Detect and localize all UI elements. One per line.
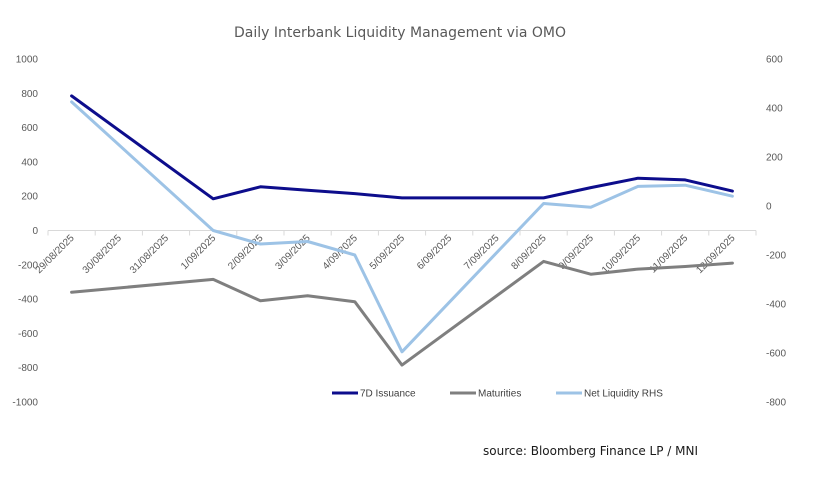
- y-tick-label-left: 1000: [16, 55, 39, 66]
- source-note: source: Bloomberg Finance LP / MNI: [483, 444, 698, 458]
- y-axis-right: 600 400 200 0 -200 -400 -600 -800: [766, 55, 786, 409]
- x-tick-label: 12/09/2025: [694, 233, 737, 276]
- y-tick-label-right: 600: [766, 55, 783, 66]
- x-tick-label: 1/09/2025: [179, 233, 219, 273]
- y-tick-label-right: -200: [766, 251, 786, 262]
- y-tick-label-left: -800: [18, 363, 38, 374]
- y-tick-label-right: -800: [766, 398, 786, 409]
- legend-label: Maturities: [478, 389, 521, 400]
- y-tick-label-left: 400: [21, 157, 38, 168]
- y-tick-label-right: -600: [766, 349, 786, 360]
- y-tick-label-left: -400: [18, 295, 38, 306]
- y-tick-label-left: -1000: [12, 398, 38, 409]
- y-tick-label-left: 800: [21, 89, 38, 100]
- y-tick-label-left: 200: [21, 192, 38, 203]
- legend: 7D Issuance Maturities Net Liquidity RHS: [332, 389, 663, 400]
- x-tick-label: 31/08/2025: [128, 233, 171, 276]
- y-tick-label-right: 400: [766, 104, 783, 115]
- x-tick-label: 29/08/2025: [34, 233, 77, 276]
- chart: Daily Interbank Liquidity Management via…: [12, 25, 786, 409]
- x-tick-label: 5/09/2025: [368, 233, 408, 273]
- legend-label: Net Liquidity RHS: [584, 389, 663, 400]
- y-tick-label-left: -200: [18, 260, 38, 271]
- x-tick-label: 30/08/2025: [81, 233, 124, 276]
- legend-label: 7D Issuance: [360, 389, 416, 400]
- series-line-net-liquidity-rhs: [70, 100, 734, 354]
- y-tick-label-right: -400: [766, 300, 786, 311]
- y-axis-left: 1000 800 600 400 200 0 -200 -400 -600 -800 -1000: [12, 55, 38, 409]
- series-line-7d-issuance: [70, 94, 734, 201]
- x-tick-label: 3/09/2025: [273, 233, 313, 273]
- y-tick-label-right: 0: [766, 202, 772, 213]
- y-tick-label-right: 200: [766, 153, 783, 164]
- y-tick-label-left: 0: [32, 226, 38, 237]
- x-tick-label: 8/09/2025: [509, 233, 549, 273]
- y-tick-label-left: -600: [18, 329, 38, 340]
- chart-title: Daily Interbank Liquidity Management via…: [234, 25, 566, 41]
- series-group: [70, 94, 734, 367]
- y-tick-label-left: 600: [21, 123, 38, 134]
- x-tick-label: 6/09/2025: [415, 233, 455, 273]
